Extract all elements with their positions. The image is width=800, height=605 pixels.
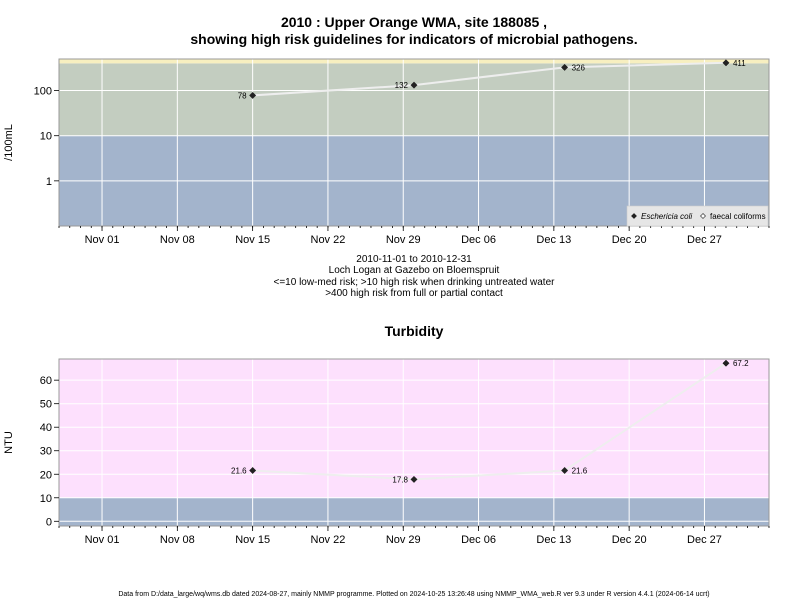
chart1-legend-marker-0 [631,213,637,219]
chart2-x-tick-label-5: Dec 06 [461,534,496,546]
chart1-data-point-1 [410,81,418,89]
chart1-y-tick-label-0: 1 [46,176,52,188]
chart1-data-label-3: 411 [733,59,746,68]
chart1-title-line1: 2010 : Upper Orange WMA, site 188085 , [281,14,547,30]
chart1-y-tick-label-1: 10 [40,131,52,143]
chart2-data-point-3 [722,359,730,367]
chart1-title-line2: showing high risk guidelines for indicat… [190,31,637,47]
chart2-y-tick-label-4: 40 [40,422,52,434]
chart1-data-label-0: 78 [238,91,247,100]
chart1-x-tick-label-6: Dec 13 [536,234,571,246]
chart2-data-point-2 [561,466,569,475]
chart1-y-axis-label: /100mL [3,124,15,161]
chart1-band-1 [59,63,769,136]
chart2-data-point-0 [249,466,257,475]
chart1-x-tick-label-7: Dec 20 [612,234,647,246]
chart1-x-tick-label-4: Nov 29 [386,234,421,246]
chart1-x-tick-label-8: Dec 27 [687,234,722,246]
chart2-x-tick-label-0: Nov 01 [85,534,120,546]
chart1-caption-line3: <=10 low-med risk; >10 high risk when dr… [274,277,556,288]
chart1-y-tick-label-2: 100 [34,86,52,98]
chart2-x-tick-label-2: Nov 15 [235,534,270,546]
chart2-data-point-1 [410,475,418,483]
chart2-x-tick-label-8: Dec 27 [687,534,722,546]
chart1-x-tick-label-0: Nov 01 [85,234,120,246]
chart1-plot: Nov 01 Nov 08 Nov 15 Nov 22 Nov 29 Dec 06 Dec … [3,58,770,246]
chart1-legend-label-1: faecal coliforms [710,212,766,221]
chart1-x-tick-label-1: Nov 08 [160,234,195,246]
chart1-caption-line2: Loch Logan at Gazebo on Bloemspruit [329,265,500,276]
chart2-series-line-0 [252,362,727,481]
chart2-y-tick-label-0: 0 [46,516,52,528]
chart1-data-point-3 [722,59,730,67]
chart2-data-label-2: 21.6 [572,466,588,475]
chart2-plot: Nov 01 Nov 08 Nov 15 Nov 22 Nov 29 Dec 06 Dec … [3,358,770,546]
chart2-y-axis-label: NTU [3,431,15,454]
chart2-x-tick-label-7: Dec 20 [612,534,647,546]
chart1-series-line-0 [252,61,727,97]
chart1-data-point-0 [249,91,257,99]
chart1-caption-line4: >400 high risk from full or partial cont… [325,288,503,299]
chart1-x-tick-label-3: Nov 22 [311,234,346,246]
chart2-x-tick-label-6: Dec 13 [536,534,571,546]
chart1-legend-box [626,205,769,227]
chart1-data-point-2 [561,63,569,71]
chart1-data-label-1: 132 [395,81,409,90]
chart1-caption-line1: 2010-11-01 to 2010-12-31 [356,254,472,265]
chart2-x-tick-label-3: Nov 22 [311,534,346,546]
chart2-y-tick-label-3: 30 [40,446,52,458]
chart1-x-tick-label-2: Nov 15 [235,234,270,246]
chart1-legend-label-0: Eschericia coli [641,212,692,221]
chart2-y-tick-label-2: 20 [40,469,52,481]
chart1-x-tick-label-5: Dec 06 [461,234,496,246]
chart2-y-tick-label-6: 60 [40,375,52,387]
footer-note: Data from D:/data_large/wq/wms.db dated … [118,591,709,598]
chart2-x-tick-label-4: Nov 29 [386,534,421,546]
chart1-band-2 [59,59,769,64]
chart2-x-tick-label-1: Nov 08 [160,534,195,546]
chart1-legend-marker-1 [700,213,706,219]
chart2-data-label-3: 67.2 [733,359,749,368]
chart2-y-tick-label-5: 50 [40,399,52,411]
chart2-y-tick-label-1: 10 [40,493,52,505]
chart2-data-label-1: 17.8 [392,475,408,484]
chart2-data-label-0: 21.6 [231,466,247,475]
chart1-data-label-2: 326 [572,63,586,72]
chart2-title: Turbidity [385,323,444,339]
